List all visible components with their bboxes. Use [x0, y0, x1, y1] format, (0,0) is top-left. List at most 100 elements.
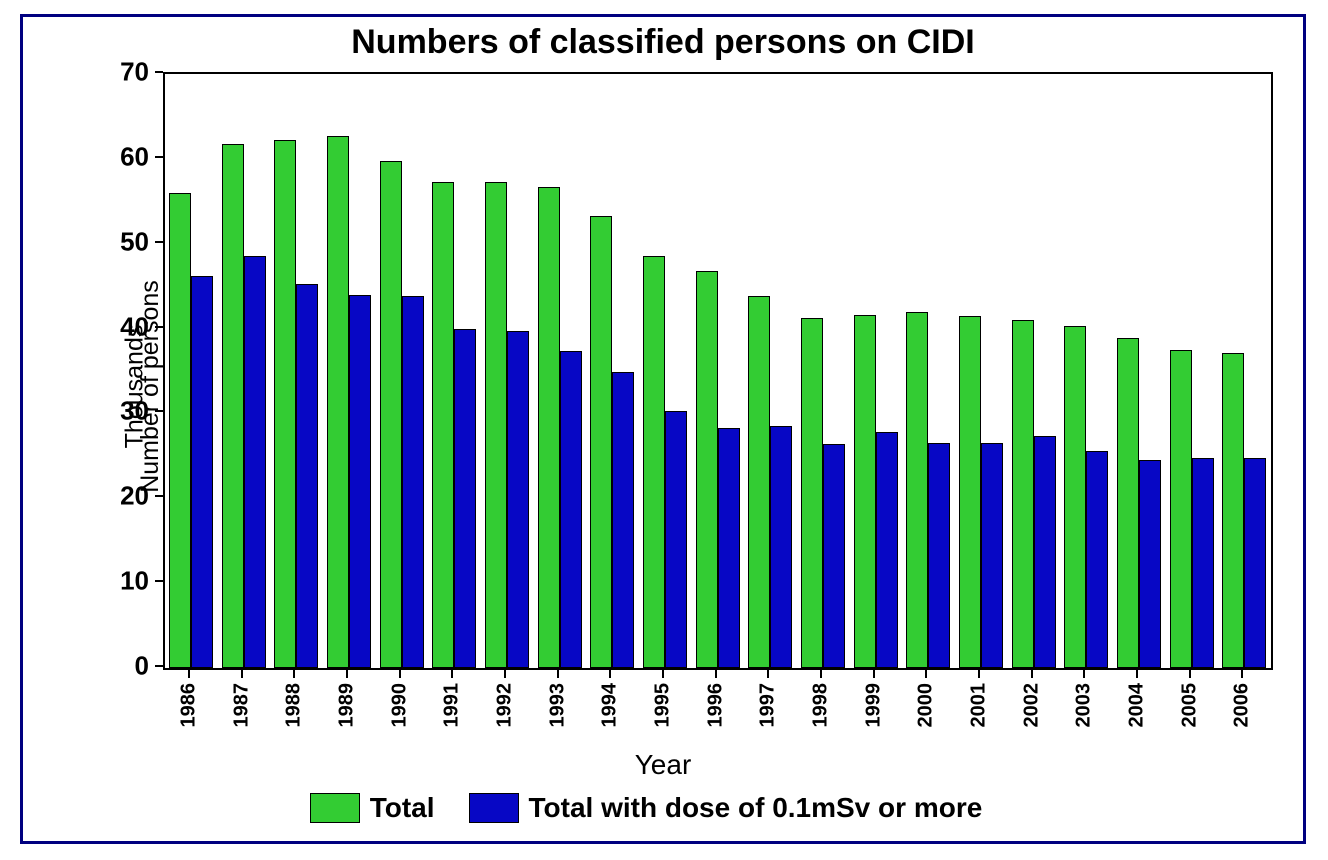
x-tick-label: 1993 — [546, 683, 569, 728]
y-tick-label: 10 — [89, 566, 149, 597]
bar-dose — [612, 372, 634, 668]
plot-area — [165, 74, 1271, 668]
legend-label: Total — [370, 792, 435, 823]
x-tick-label: 2002 — [1020, 683, 1043, 728]
x-tick-label: 1997 — [757, 683, 780, 728]
x-tick-mark — [504, 670, 506, 678]
y-tick-mark — [155, 241, 163, 243]
y-tick-mark — [155, 495, 163, 497]
y-tick-mark — [155, 156, 163, 158]
x-tick-mark — [662, 670, 664, 678]
bar-total — [959, 316, 981, 668]
x-tick-mark — [767, 670, 769, 678]
x-tick-mark — [820, 670, 822, 678]
bar-dose — [402, 296, 424, 668]
x-tick-label: 1996 — [704, 683, 727, 728]
x-tick-label: 2003 — [1073, 683, 1096, 728]
bar-dose — [560, 351, 582, 668]
chart-outer-frame: Numbers of classified persons on CIDI 01… — [20, 14, 1306, 844]
bar-total — [1222, 353, 1244, 668]
bar-total — [538, 187, 560, 668]
y-tick-label: 70 — [89, 57, 149, 88]
x-tick-mark — [399, 670, 401, 678]
bar-dose — [1086, 451, 1108, 668]
bar-total — [1012, 320, 1034, 668]
plot-frame — [163, 72, 1273, 670]
y-tick-label: 60 — [89, 141, 149, 172]
y-axis-label-inner: Thousands — [120, 325, 149, 449]
x-tick-label: 1998 — [809, 683, 832, 728]
y-tick-label: 50 — [89, 226, 149, 257]
x-tick-mark — [346, 670, 348, 678]
x-tick-mark — [925, 670, 927, 678]
x-tick-mark — [609, 670, 611, 678]
x-tick-mark — [188, 670, 190, 678]
x-tick-label: 1988 — [283, 683, 306, 728]
legend-label: Total with dose of 0.1mSv or more — [529, 792, 983, 823]
x-tick-label: 2001 — [967, 683, 990, 728]
legend-swatch — [310, 793, 360, 823]
bar-dose — [928, 443, 950, 668]
x-tick-mark — [241, 670, 243, 678]
x-tick-label: 1989 — [335, 683, 358, 728]
x-tick-label: 1999 — [862, 683, 885, 728]
x-tick-mark — [873, 670, 875, 678]
bar-total — [906, 312, 928, 668]
x-tick-mark — [1189, 670, 1191, 678]
bar-dose — [1192, 458, 1214, 668]
bar-dose — [244, 256, 266, 668]
x-tick-label: 1994 — [599, 683, 622, 728]
bar-total — [854, 315, 876, 668]
bar-total — [643, 256, 665, 668]
bar-total — [748, 296, 770, 668]
bar-dose — [981, 443, 1003, 668]
bar-total — [327, 136, 349, 668]
bar-total — [485, 182, 507, 668]
bar-total — [696, 271, 718, 668]
bar-dose — [770, 426, 792, 668]
x-tick-label: 1990 — [388, 683, 411, 728]
x-tick-label: 1992 — [493, 683, 516, 728]
bar-dose — [823, 444, 845, 668]
x-tick-label: 1995 — [651, 683, 674, 728]
bar-dose — [191, 276, 213, 668]
bar-dose — [296, 284, 318, 668]
x-tick-mark — [557, 670, 559, 678]
bar-dose — [349, 295, 371, 668]
x-tick-mark — [1083, 670, 1085, 678]
x-tick-mark — [978, 670, 980, 678]
x-tick-label: 1991 — [441, 683, 464, 728]
y-tick-mark — [155, 580, 163, 582]
bar-total — [380, 161, 402, 668]
legend-swatch — [469, 793, 519, 823]
bar-dose — [665, 411, 687, 668]
bar-total — [590, 216, 612, 668]
bar-total — [801, 318, 823, 668]
legend: Total Total with dose of 0.1mSv or more — [23, 790, 1303, 824]
bar-total — [222, 144, 244, 668]
bar-total — [169, 193, 191, 668]
bar-dose — [507, 331, 529, 668]
x-tick-label: 1986 — [177, 683, 200, 728]
bar-total — [274, 140, 296, 668]
x-tick-mark — [715, 670, 717, 678]
x-tick-mark — [293, 670, 295, 678]
x-tick-label: 2006 — [1231, 683, 1254, 728]
bar-dose — [1244, 458, 1266, 668]
y-tick-mark — [155, 71, 163, 73]
bar-total — [1117, 338, 1139, 668]
y-tick-label: 0 — [89, 651, 149, 682]
x-tick-mark — [1136, 670, 1138, 678]
bar-dose — [718, 428, 740, 668]
x-tick-label: 2000 — [915, 683, 938, 728]
bar-dose — [454, 329, 476, 668]
x-tick-label: 1987 — [230, 683, 253, 728]
x-tick-label: 2004 — [1125, 683, 1148, 728]
x-tick-mark — [1031, 670, 1033, 678]
x-tick-label: 2005 — [1178, 683, 1201, 728]
x-axis-label: Year — [23, 749, 1303, 781]
bar-dose — [876, 432, 898, 668]
bar-dose — [1034, 436, 1056, 669]
bar-total — [1170, 350, 1192, 668]
bar-dose — [1139, 460, 1161, 668]
